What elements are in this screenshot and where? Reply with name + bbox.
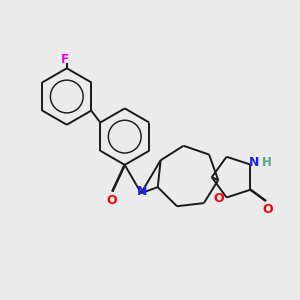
Text: O: O xyxy=(213,193,224,206)
Text: O: O xyxy=(106,194,117,207)
Text: O: O xyxy=(262,203,273,216)
Text: F: F xyxy=(61,53,69,66)
Text: N: N xyxy=(137,185,147,198)
Text: N: N xyxy=(249,156,259,169)
Text: H: H xyxy=(262,156,272,169)
